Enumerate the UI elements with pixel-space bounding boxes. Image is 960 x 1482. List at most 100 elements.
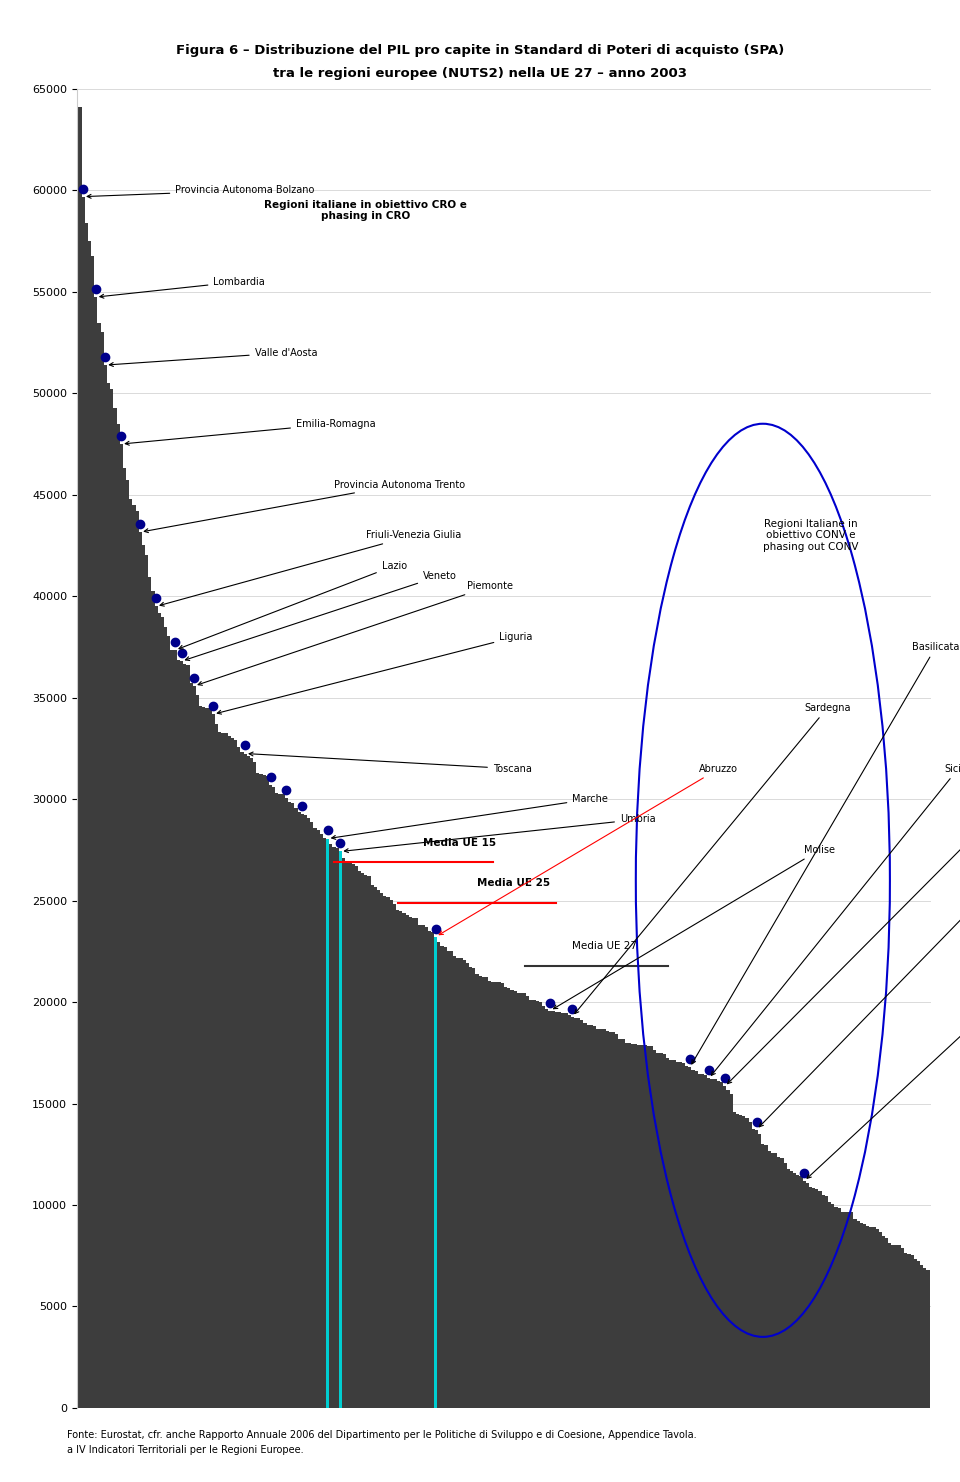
- Bar: [130, 499, 132, 1408]
- Bar: [780, 1157, 783, 1408]
- Bar: [329, 843, 332, 1408]
- Bar: [882, 1236, 885, 1408]
- Bar: [346, 861, 348, 1408]
- Text: Veneto: Veneto: [185, 571, 457, 661]
- Bar: [402, 913, 405, 1408]
- Bar: [837, 1208, 841, 1408]
- Bar: [501, 983, 504, 1408]
- Bar: [82, 197, 84, 1408]
- Bar: [612, 1033, 615, 1408]
- Bar: [710, 1079, 713, 1408]
- Bar: [272, 787, 276, 1408]
- Bar: [466, 963, 469, 1408]
- Bar: [212, 714, 215, 1408]
- Bar: [888, 1242, 892, 1408]
- Bar: [494, 981, 497, 1408]
- Bar: [361, 873, 364, 1408]
- Bar: [104, 365, 107, 1408]
- Bar: [164, 627, 167, 1408]
- Bar: [390, 900, 393, 1408]
- Bar: [421, 925, 424, 1408]
- Bar: [453, 956, 456, 1408]
- Bar: [869, 1227, 873, 1408]
- Bar: [924, 1267, 926, 1408]
- Bar: [142, 545, 145, 1408]
- Bar: [120, 445, 123, 1408]
- Text: a IV Indicatori Territoriali per le Regioni Europee.: a IV Indicatori Territoriali per le Regi…: [67, 1445, 303, 1455]
- Bar: [898, 1245, 901, 1408]
- Bar: [682, 1063, 685, 1408]
- Text: Lombardia: Lombardia: [100, 277, 265, 298]
- Bar: [428, 931, 431, 1408]
- Bar: [640, 1045, 644, 1408]
- Bar: [878, 1233, 882, 1408]
- Bar: [628, 1043, 631, 1408]
- Bar: [148, 576, 152, 1408]
- Bar: [841, 1211, 844, 1408]
- Bar: [631, 1045, 635, 1408]
- Bar: [828, 1202, 831, 1408]
- Bar: [208, 708, 212, 1408]
- Bar: [822, 1196, 825, 1408]
- Bar: [307, 818, 310, 1408]
- Bar: [161, 617, 164, 1408]
- Bar: [730, 1094, 732, 1408]
- Bar: [139, 532, 142, 1408]
- Bar: [193, 686, 196, 1408]
- Bar: [539, 1002, 542, 1408]
- Bar: [174, 651, 177, 1408]
- Text: Regioni Italiane in
obiettivo CONV e
phasing out CONV: Regioni Italiane in obiettivo CONV e pha…: [763, 519, 858, 551]
- Text: Friuli-Venezia Giulia: Friuli-Venezia Giulia: [160, 531, 461, 606]
- Bar: [679, 1063, 682, 1408]
- Bar: [250, 759, 253, 1408]
- Bar: [749, 1122, 752, 1408]
- Bar: [574, 1018, 577, 1408]
- Bar: [844, 1212, 847, 1408]
- Bar: [511, 990, 514, 1408]
- Bar: [485, 977, 488, 1408]
- Bar: [803, 1181, 805, 1408]
- Text: Regioni italiane in obiettivo CRO e
phasing in CRO: Regioni italiane in obiettivo CRO e phas…: [264, 200, 468, 221]
- Bar: [793, 1174, 796, 1408]
- Bar: [196, 695, 199, 1408]
- Bar: [650, 1046, 654, 1408]
- Bar: [698, 1074, 701, 1408]
- Bar: [285, 797, 288, 1408]
- Bar: [752, 1129, 755, 1408]
- Bar: [669, 1060, 672, 1408]
- Bar: [812, 1187, 815, 1408]
- Bar: [456, 957, 460, 1408]
- Bar: [805, 1183, 809, 1408]
- Text: Campania: Campania: [728, 805, 960, 1083]
- Bar: [720, 1082, 723, 1408]
- Bar: [415, 919, 419, 1408]
- Text: Sardegna: Sardegna: [575, 702, 851, 1014]
- Bar: [396, 910, 399, 1408]
- Bar: [666, 1058, 669, 1408]
- Text: Lazio: Lazio: [179, 560, 407, 649]
- Bar: [603, 1029, 606, 1408]
- Bar: [157, 612, 161, 1408]
- Text: Toscana: Toscana: [250, 751, 532, 774]
- Bar: [393, 904, 396, 1408]
- Bar: [523, 993, 526, 1408]
- Text: Umbria: Umbria: [345, 815, 656, 852]
- Bar: [558, 1012, 562, 1408]
- Bar: [589, 1026, 593, 1408]
- Bar: [405, 914, 409, 1408]
- Bar: [91, 256, 94, 1408]
- Bar: [742, 1116, 745, 1408]
- Text: Molise: Molise: [554, 845, 835, 1009]
- Bar: [304, 815, 307, 1408]
- Bar: [708, 1079, 710, 1408]
- Bar: [618, 1039, 621, 1408]
- Bar: [482, 977, 485, 1408]
- Bar: [584, 1023, 587, 1408]
- Bar: [354, 867, 358, 1408]
- Bar: [88, 242, 91, 1408]
- Bar: [497, 983, 501, 1408]
- Bar: [621, 1039, 625, 1408]
- Bar: [317, 830, 320, 1408]
- Bar: [625, 1043, 628, 1408]
- Bar: [469, 968, 472, 1408]
